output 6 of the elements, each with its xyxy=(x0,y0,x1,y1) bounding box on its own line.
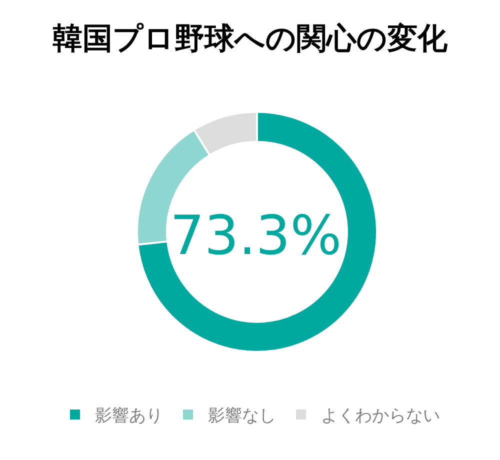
chart-title: 韓国プロ野球への関心の変化 xyxy=(52,22,448,56)
legend-label: 影響あり xyxy=(95,406,163,426)
donut-slice xyxy=(136,110,378,353)
legend-label: 影響なし xyxy=(208,406,276,426)
text: 73.3% xyxy=(170,204,342,267)
legend-label: よくわからない xyxy=(321,406,440,426)
